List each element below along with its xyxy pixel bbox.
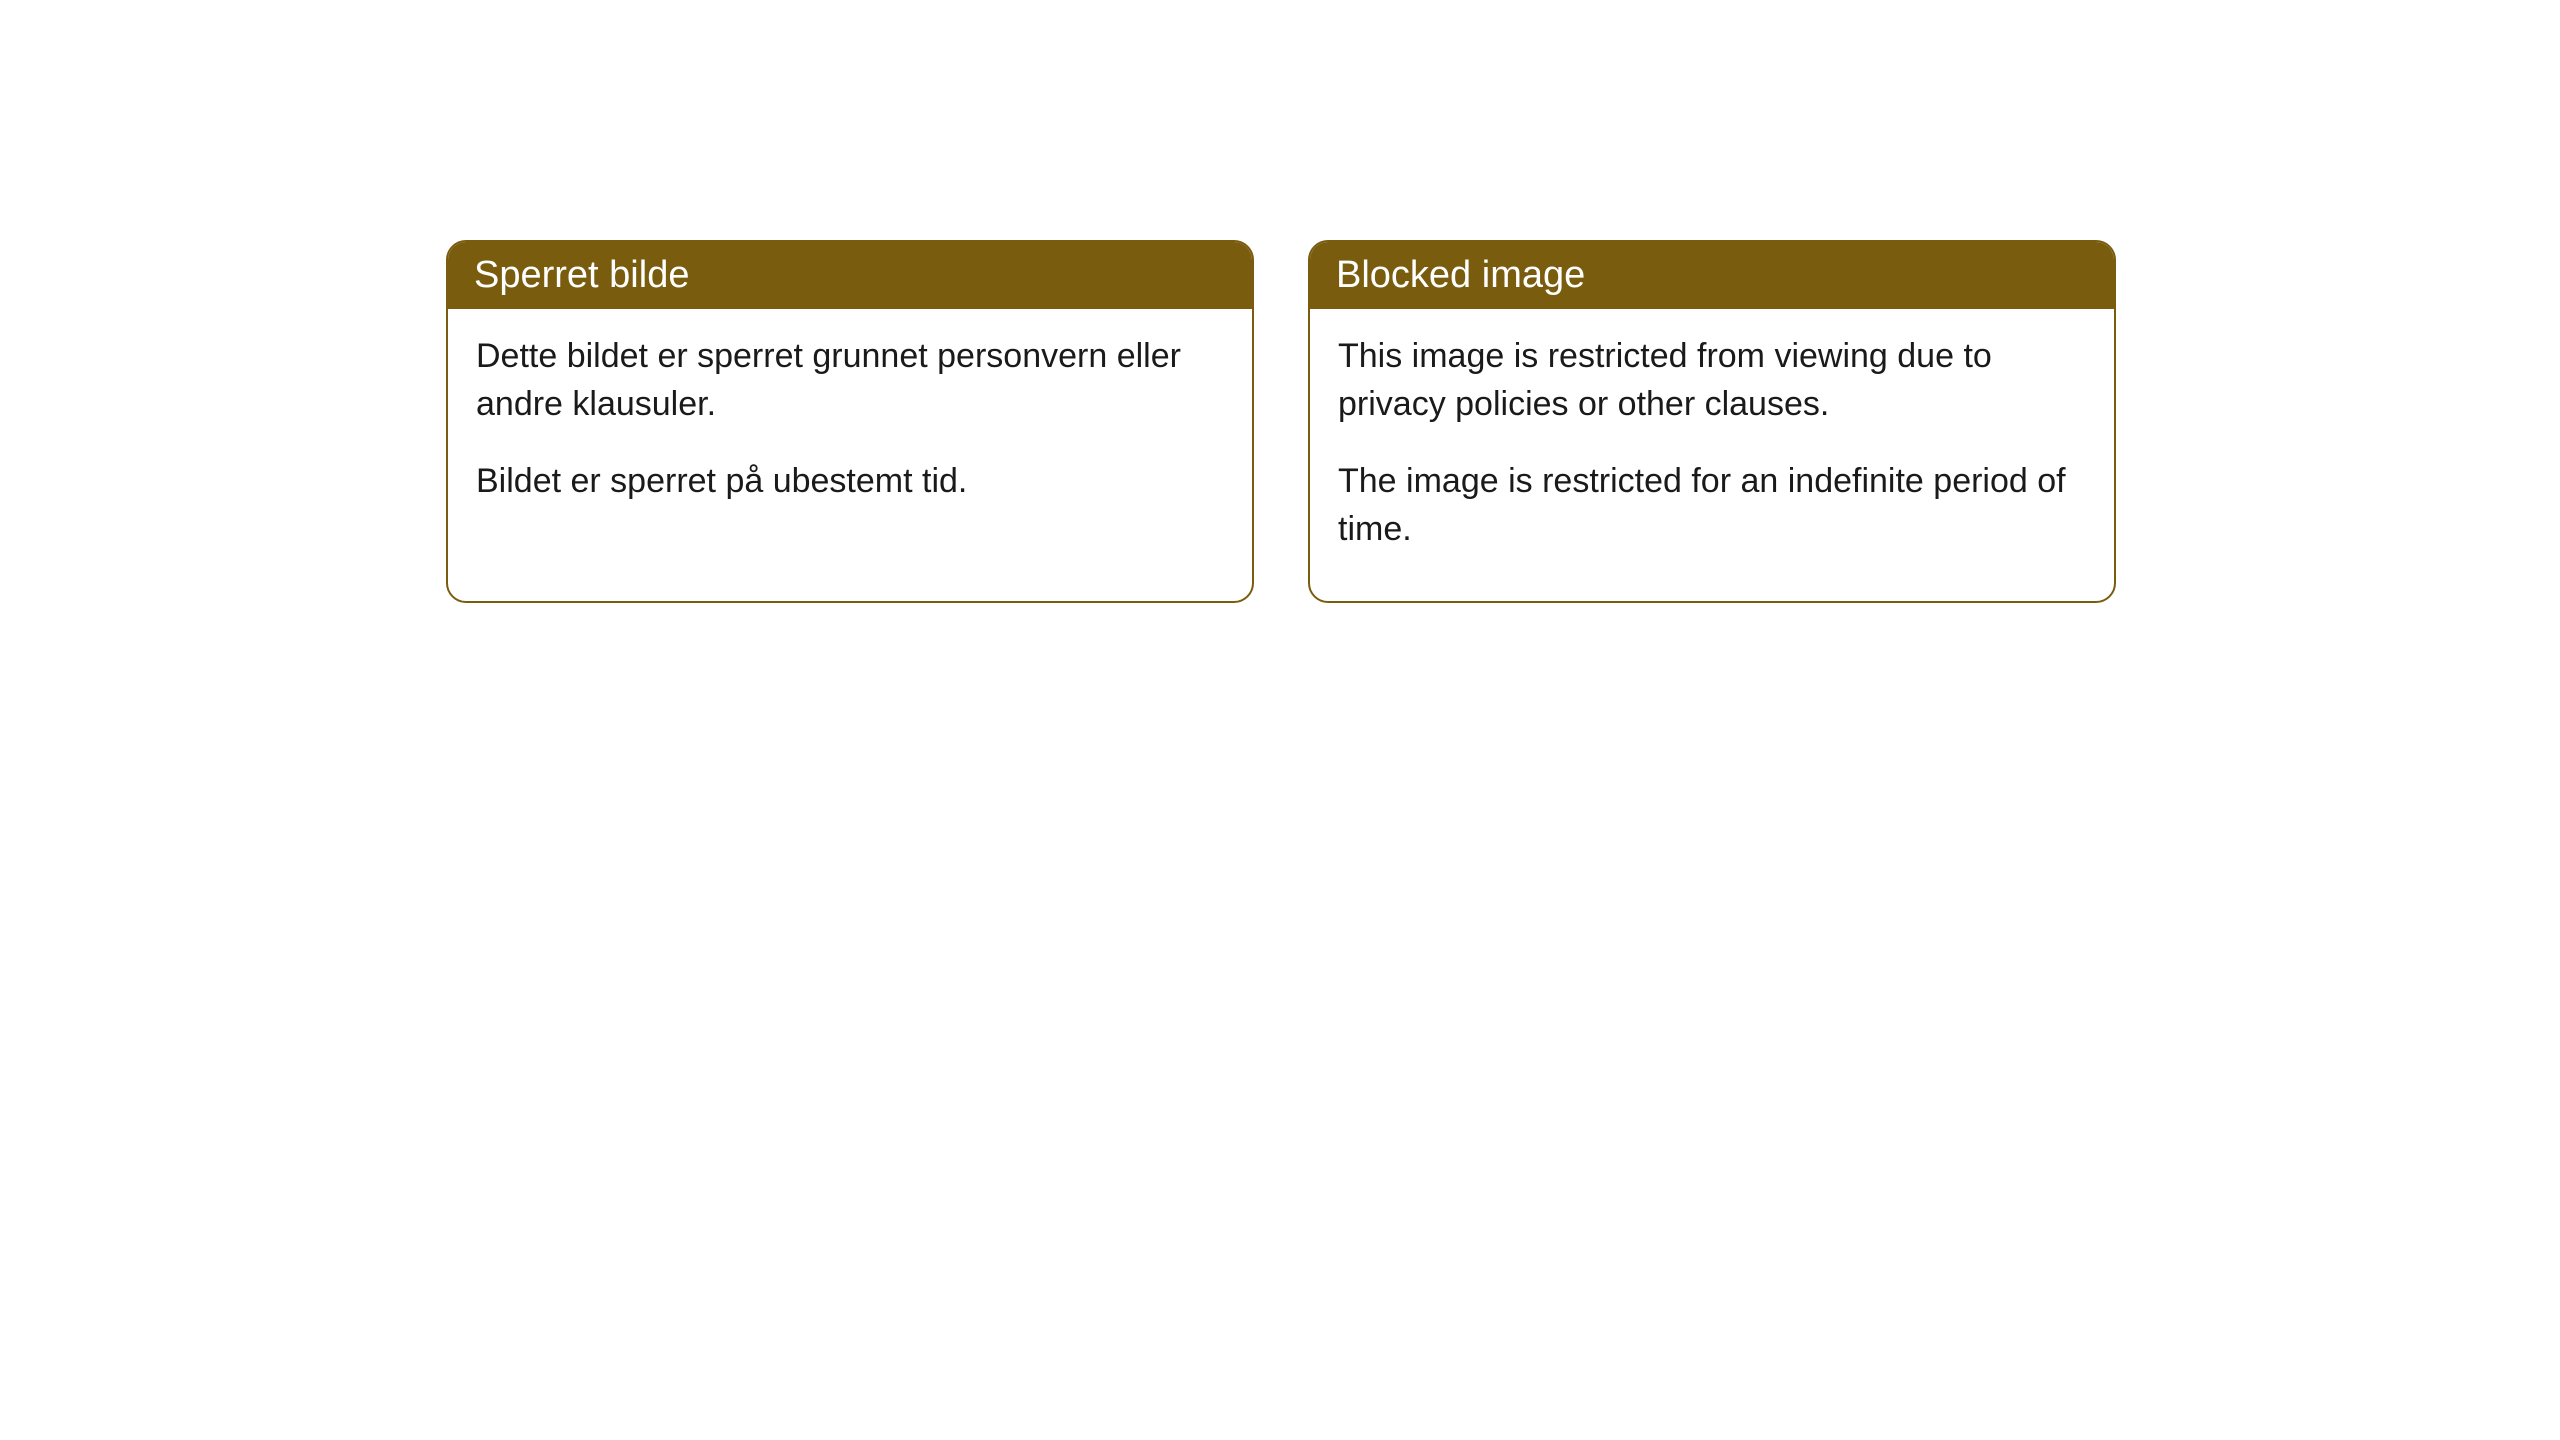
card-para1-no: Dette bildet er sperret grunnet personve… — [476, 333, 1224, 428]
card-header-no: Sperret bilde — [448, 242, 1252, 309]
card-para2-en: The image is restricted for an indefinit… — [1338, 458, 2086, 553]
card-header-en: Blocked image — [1310, 242, 2114, 309]
card-body-no: Dette bildet er sperret grunnet personve… — [448, 309, 1252, 554]
notice-container: Sperret bilde Dette bildet er sperret gr… — [0, 0, 2560, 603]
card-body-en: This image is restricted from viewing du… — [1310, 309, 2114, 601]
blocked-image-card-en: Blocked image This image is restricted f… — [1308, 240, 2116, 603]
card-para2-no: Bildet er sperret på ubestemt tid. — [476, 458, 1224, 506]
card-para1-en: This image is restricted from viewing du… — [1338, 333, 2086, 428]
blocked-image-card-no: Sperret bilde Dette bildet er sperret gr… — [446, 240, 1254, 603]
